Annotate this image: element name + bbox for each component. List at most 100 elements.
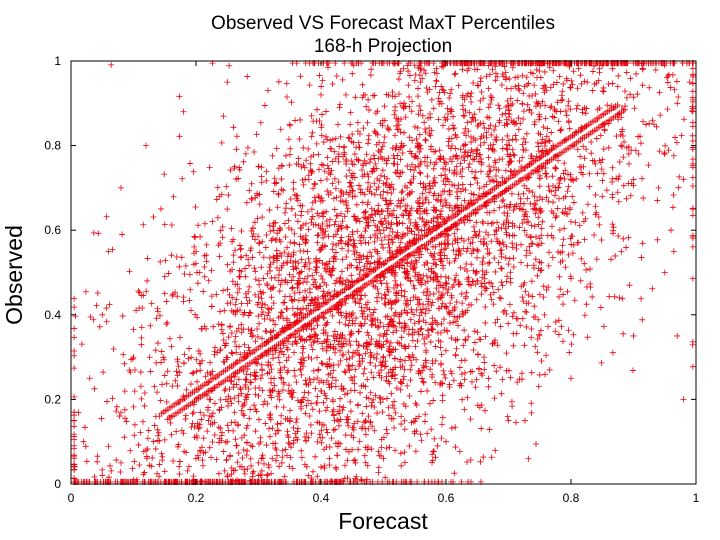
scatter-point bbox=[511, 152, 518, 159]
scatter-point bbox=[490, 219, 497, 226]
scatter-point bbox=[430, 218, 437, 225]
scatter-point bbox=[332, 249, 339, 256]
scatter-points bbox=[71, 60, 696, 485]
scatter-point bbox=[176, 463, 183, 470]
scatter-point bbox=[625, 160, 632, 167]
scatter-point bbox=[437, 211, 444, 218]
scatter-point bbox=[483, 73, 490, 80]
scatter-point bbox=[326, 356, 333, 363]
scatter-point bbox=[323, 377, 330, 384]
scatter-point bbox=[234, 281, 241, 288]
scatter-point bbox=[379, 143, 386, 150]
scatter-point bbox=[485, 104, 492, 111]
scatter-point bbox=[291, 312, 298, 319]
scatter-point bbox=[451, 306, 458, 313]
scatter-point bbox=[507, 275, 514, 282]
scatter-point bbox=[264, 312, 271, 319]
scatter-point bbox=[480, 454, 487, 461]
scatter-point bbox=[505, 320, 512, 327]
scatter-point bbox=[311, 296, 318, 303]
scatter-point bbox=[173, 253, 180, 260]
scatter-point bbox=[503, 367, 510, 374]
scatter-point bbox=[375, 290, 382, 297]
scatter-point bbox=[91, 385, 98, 392]
scatter-point bbox=[121, 406, 128, 413]
scatter-point bbox=[632, 147, 639, 154]
scatter-point bbox=[364, 253, 371, 260]
scatter-point bbox=[431, 256, 438, 263]
scatter-point bbox=[150, 214, 157, 221]
scatter-point bbox=[298, 212, 305, 219]
scatter-point bbox=[342, 158, 349, 165]
scatter-point bbox=[401, 426, 408, 433]
scatter-point bbox=[150, 438, 157, 445]
scatter-point bbox=[480, 235, 487, 242]
scatter-point bbox=[593, 209, 600, 216]
scatter-point bbox=[158, 359, 165, 366]
scatter-point bbox=[236, 166, 243, 173]
scatter-point bbox=[218, 429, 225, 436]
scatter-point bbox=[71, 461, 78, 468]
scatter-point bbox=[385, 321, 392, 328]
scatter-point bbox=[560, 170, 567, 177]
scatter-point bbox=[192, 311, 199, 318]
scatter-point bbox=[460, 245, 467, 252]
scatter-point bbox=[343, 356, 350, 363]
scatter-point bbox=[217, 308, 224, 315]
scatter-point bbox=[422, 411, 429, 418]
scatter-point bbox=[427, 159, 434, 166]
scatter-point bbox=[357, 237, 364, 244]
scatter-point bbox=[426, 180, 433, 187]
scatter-point bbox=[281, 249, 288, 256]
scatter-point bbox=[431, 250, 438, 257]
scatter-point bbox=[193, 368, 200, 375]
scatter-point bbox=[611, 293, 618, 300]
scatter-point bbox=[446, 135, 453, 142]
scatter-point bbox=[415, 331, 422, 338]
scatter-point bbox=[565, 98, 572, 105]
scatter-point bbox=[627, 192, 634, 199]
scatter-point bbox=[214, 184, 221, 191]
scatter-point bbox=[430, 165, 437, 172]
scatter-point bbox=[392, 103, 399, 110]
scatter-point bbox=[240, 158, 247, 165]
scatter-point bbox=[334, 452, 341, 459]
scatter-point bbox=[297, 359, 304, 366]
scatter-point bbox=[609, 221, 616, 228]
scatter-point bbox=[192, 260, 199, 267]
scatter-point bbox=[113, 408, 120, 415]
scatter-point bbox=[277, 126, 284, 133]
scatter-point bbox=[153, 359, 160, 366]
scatter-point bbox=[83, 458, 90, 465]
scatter-point bbox=[353, 144, 360, 151]
scatter-point bbox=[579, 209, 586, 216]
scatter-point bbox=[325, 233, 332, 240]
scatter-point bbox=[509, 136, 516, 143]
scatter-point bbox=[470, 278, 477, 285]
scatter-point bbox=[430, 204, 437, 211]
scatter-point bbox=[414, 338, 421, 345]
scatter-point bbox=[528, 240, 535, 247]
scatter-point bbox=[277, 345, 284, 352]
scatter-point bbox=[197, 448, 204, 455]
scatter-point bbox=[370, 374, 377, 381]
scatter-point bbox=[348, 158, 355, 165]
scatter-point bbox=[434, 215, 441, 222]
scatter-point bbox=[400, 196, 407, 203]
scatter-point bbox=[600, 323, 607, 330]
scatter-point bbox=[583, 146, 590, 153]
scatter-point bbox=[392, 447, 399, 454]
scatter-point bbox=[417, 306, 424, 313]
scatter-point bbox=[465, 149, 472, 156]
scatter-point bbox=[339, 245, 346, 252]
scatter-point bbox=[419, 331, 426, 338]
scatter-point bbox=[485, 375, 492, 382]
scatter-point bbox=[315, 366, 322, 373]
scatter-point bbox=[363, 103, 370, 110]
scatter-point bbox=[662, 142, 669, 149]
scatter-point bbox=[362, 350, 369, 357]
scatter-point bbox=[137, 369, 144, 376]
scatter-point bbox=[352, 366, 359, 373]
scatter-point bbox=[371, 403, 378, 410]
scatter-point bbox=[348, 262, 355, 269]
